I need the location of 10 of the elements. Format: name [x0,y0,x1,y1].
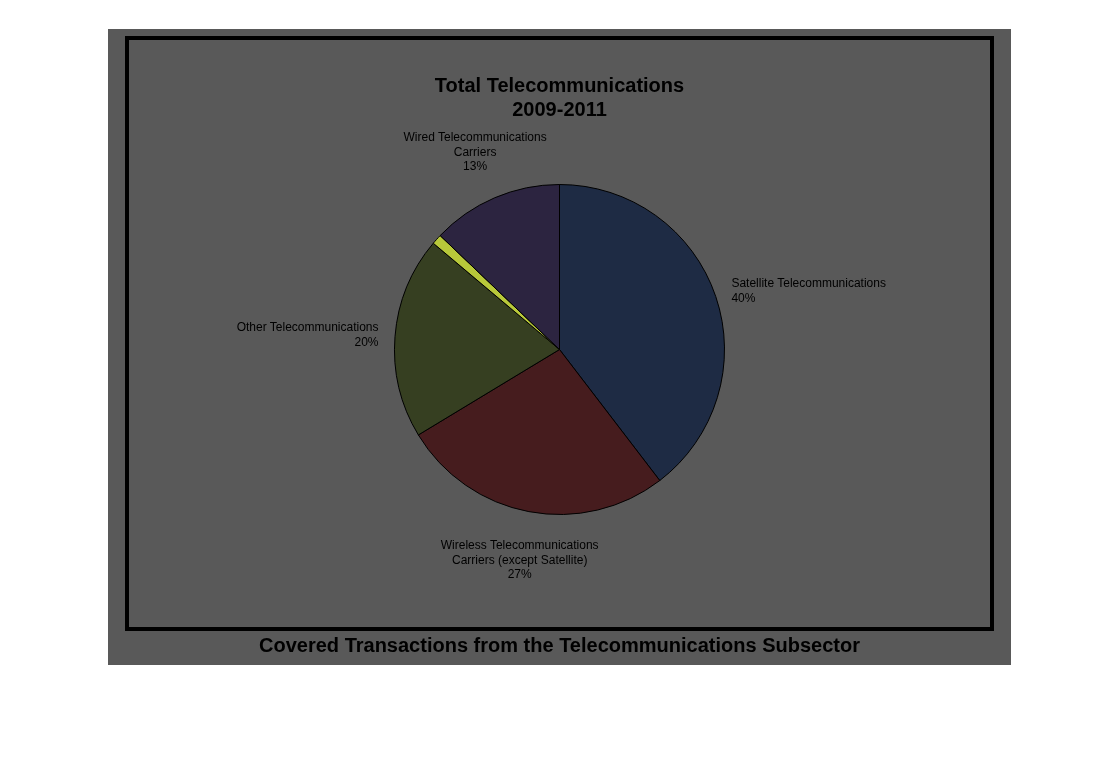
data-label: 27% [507,567,533,582]
data-label: 20% [354,334,379,349]
data-label: 40% [731,290,756,305]
chart-title: Total Telecommunications 2009-2011 [434,73,685,120]
slice-label: Wired Telecommunications Carriers [403,130,547,159]
data-label: 13% [463,159,488,174]
text: Covered Transactions from the Telecommunications Subsector [258,634,861,657]
slice-label: Other Telecommunications [236,320,379,335]
slice-label: Wireless Telecommunications Carriers (except Satellite) [440,538,599,567]
slice-label: Satellite Telecommunications [731,276,886,291]
